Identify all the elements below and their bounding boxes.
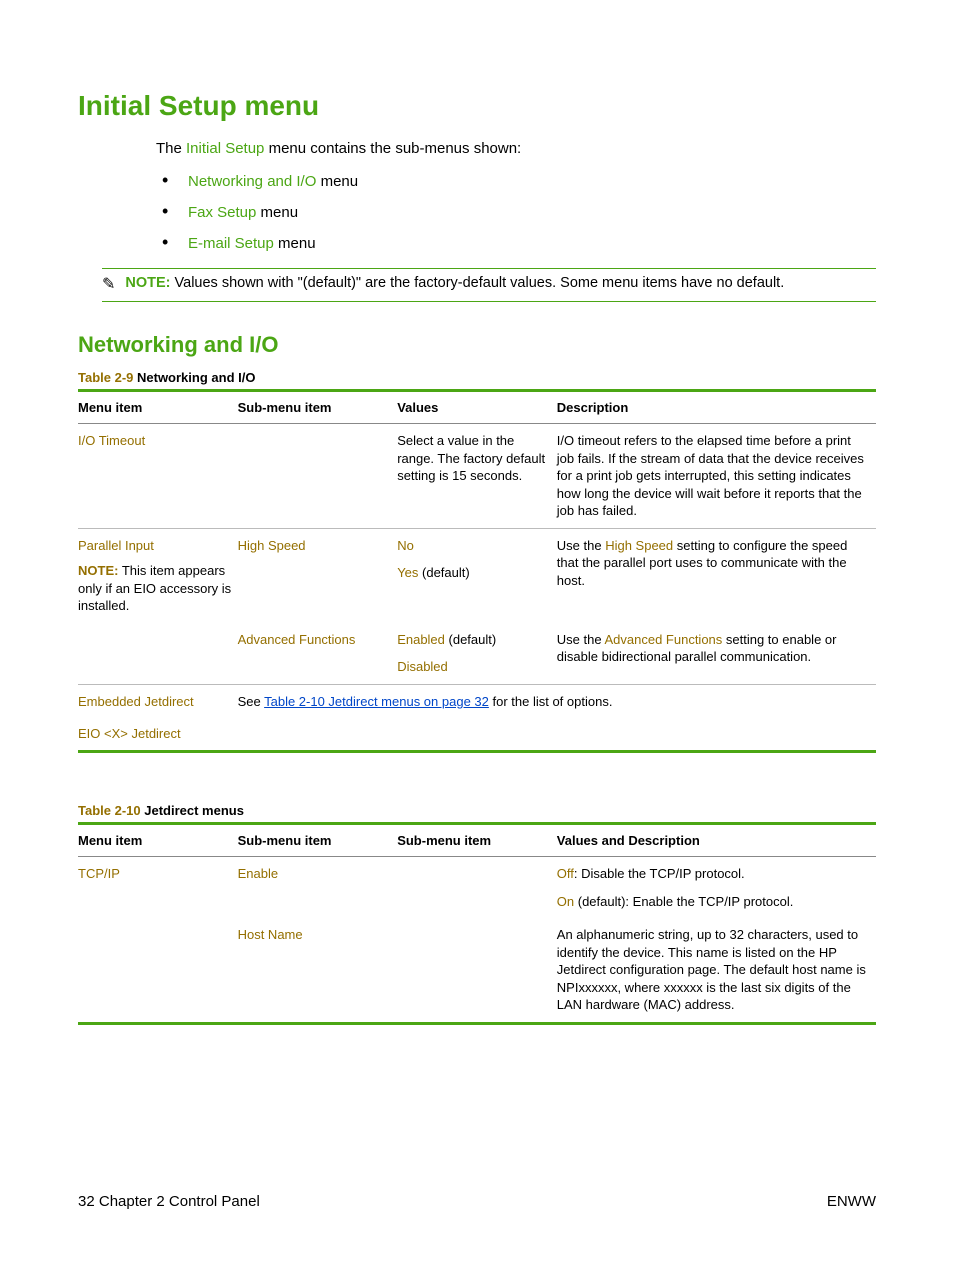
cell-value: Yes (default) <box>397 564 551 582</box>
page-title: Initial Setup menu <box>78 90 876 122</box>
intro-post: menu contains the sub-menus shown: <box>264 140 521 157</box>
table-row: Host Name An alphanumeric string, up to … <box>78 918 876 1023</box>
th-menu: Menu item <box>78 391 238 424</box>
cell-menu: Embedded Jetdirect <box>78 693 232 711</box>
cell-description: Use the High Speed setting to configure … <box>557 528 876 623</box>
vd-post: : Disable the TCP/IP protocol. <box>574 866 745 881</box>
cell-value: No <box>397 537 551 555</box>
table-row: Embedded Jetdirect EIO <X> Jetdirect See… <box>78 685 876 752</box>
jetdirect-menus-table: Menu item Sub-menu item Sub-menu item Va… <box>78 822 876 1025</box>
table-title: Networking and I/O <box>133 370 255 385</box>
list-item: Networking and I/O menu <box>156 173 876 190</box>
chapter-label: Chapter 2 Control Panel <box>95 1193 260 1210</box>
th-sub1: Sub-menu item <box>238 824 398 857</box>
cell-sub: High Speed <box>238 538 306 553</box>
desc-pre: See <box>238 694 265 709</box>
cell-vd: Off: Disable the TCP/IP protocol. <box>557 865 870 883</box>
cell-description: See Table 2-10 Jetdirect menus on page 3… <box>238 685 876 752</box>
note-label: NOTE: <box>125 275 170 291</box>
cell-value: Enabled (default) <box>397 631 551 649</box>
table-caption: Table 2-10 Jetdirect menus <box>78 803 876 818</box>
th-values: Values <box>397 391 557 424</box>
vd-pre: Off <box>557 866 574 881</box>
desc-pre: Use the <box>557 632 605 647</box>
note-label: NOTE: <box>78 563 118 578</box>
value-post: (default) <box>445 632 496 647</box>
intro-pre: The <box>156 140 186 157</box>
table-row: I/O Timeout Select a value in the range.… <box>78 424 876 529</box>
cell-values: Select a value in the range. The factory… <box>397 424 557 529</box>
cell-vd: An alphanumeric string, up to 32 charact… <box>557 918 876 1023</box>
cell-description: I/O timeout refers to the elapsed time b… <box>557 424 876 529</box>
value-link: Enabled <box>397 632 445 647</box>
jetdirect-menus-link[interactable]: Table 2-10 Jetdirect menus on page 32 <box>264 694 489 709</box>
th-values-desc: Values and Description <box>557 824 876 857</box>
table-title: Jetdirect menus <box>141 803 244 818</box>
table-caption: Table 2-9 Networking and I/O <box>78 370 876 385</box>
cell-note: NOTE: This item appears only if an EIO a… <box>78 562 232 615</box>
th-sub: Sub-menu item <box>238 391 398 424</box>
list-item: Fax Setup menu <box>156 204 876 221</box>
submenu-list: Networking and I/O menu Fax Setup menu E… <box>156 173 876 252</box>
table-number: Table 2-9 <box>78 370 133 385</box>
desc-post: for the list of options. <box>489 694 613 709</box>
desc-pre: Use the <box>557 538 605 553</box>
cell-menu: EIO <X> Jetdirect <box>78 725 232 743</box>
list-item: E-mail Setup menu <box>156 235 876 252</box>
list-link: Fax Setup <box>188 204 256 221</box>
page-footer: 32 Chapter 2 Control Panel ENWW <box>78 1193 876 1210</box>
cell-menu: TCP/IP <box>78 866 120 881</box>
note-icon: ✎ <box>102 275 115 295</box>
cell-sub: Host Name <box>238 927 303 942</box>
intro-link: Initial Setup <box>186 140 264 157</box>
list-link: Networking and I/O <box>188 173 316 190</box>
desc-link: Advanced Functions <box>604 632 722 647</box>
th-description: Description <box>557 391 876 424</box>
desc-link: High Speed <box>605 538 673 553</box>
cell-value: Disabled <box>397 658 551 676</box>
note-text: Values shown with "(default)" are the fa… <box>171 275 785 291</box>
list-text: menu <box>316 173 358 190</box>
list-text: menu <box>274 235 316 252</box>
cell-vd: On (default): Enable the TCP/IP protocol… <box>557 893 870 911</box>
vd-pre: On <box>557 894 574 909</box>
value-link: Yes <box>397 565 418 580</box>
cell-description: Use the Advanced Functions setting to en… <box>557 623 876 685</box>
intro-paragraph: The Initial Setup menu contains the sub-… <box>156 140 876 157</box>
cell-sub: Advanced Functions <box>238 632 356 647</box>
cell-menu: I/O Timeout <box>78 433 145 448</box>
table-row: TCP/IP Enable Off: Disable the TCP/IP pr… <box>78 857 876 919</box>
table-row: Parallel Input NOTE: This item appears o… <box>78 528 876 623</box>
cell-menu: Parallel Input <box>78 537 232 555</box>
list-link: E-mail Setup <box>188 235 274 252</box>
section-heading: Networking and I/O <box>78 332 876 358</box>
vd-post: (default): Enable the TCP/IP protocol. <box>574 894 793 909</box>
value-post: (default) <box>418 565 469 580</box>
th-sub2: Sub-menu item <box>397 824 557 857</box>
th-menu: Menu item <box>78 824 238 857</box>
footer-right: ENWW <box>827 1193 876 1210</box>
note-callout: ✎ NOTE: Values shown with "(default)" ar… <box>102 268 876 302</box>
page-number: 32 <box>78 1193 95 1210</box>
table-row: Advanced Functions Enabled (default) Dis… <box>78 623 876 685</box>
networking-io-table: Menu item Sub-menu item Values Descripti… <box>78 389 876 753</box>
table-number: Table 2-10 <box>78 803 141 818</box>
list-text: menu <box>256 204 298 221</box>
cell-sub: Enable <box>238 866 278 881</box>
